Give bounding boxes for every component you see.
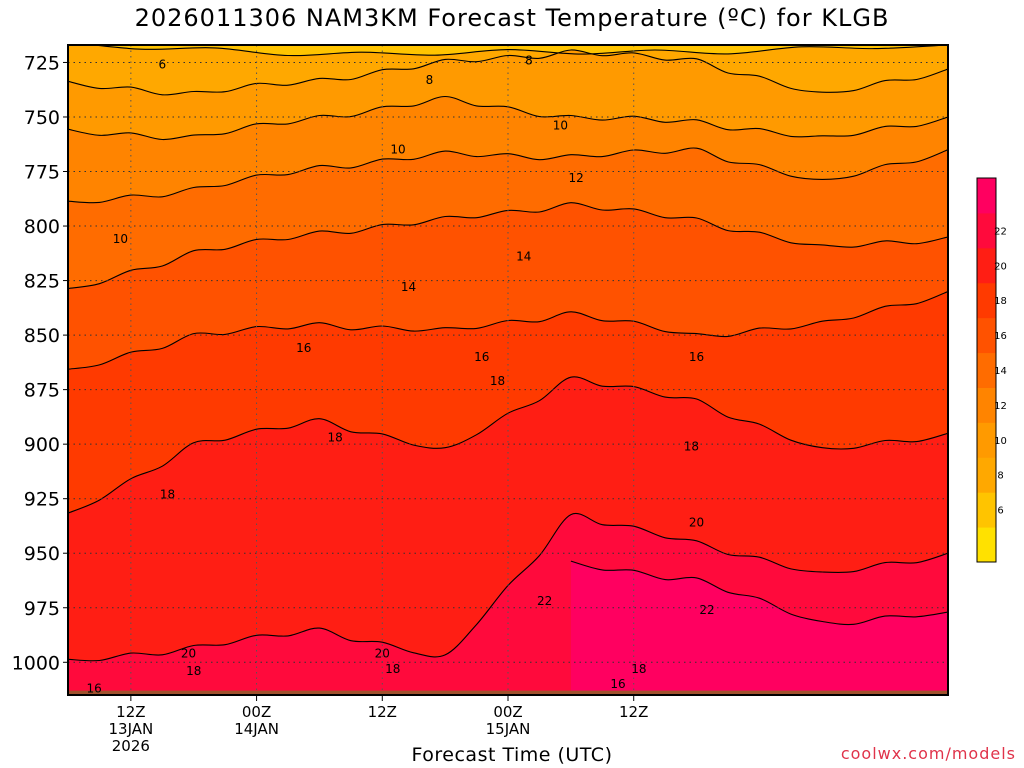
- y-tick-label: 725: [24, 52, 60, 74]
- contour-label: 18: [631, 662, 646, 676]
- y-tick-label: 825: [24, 271, 60, 293]
- colorbar-segment: [977, 282, 996, 319]
- colorbar-segment: [977, 247, 996, 284]
- colorbar-segment: [977, 352, 996, 388]
- contour-label: 20: [689, 516, 704, 530]
- y-tick-label: 775: [24, 162, 60, 184]
- y-tick-label: 950: [24, 543, 60, 565]
- colorbar-label: 6: [997, 506, 1003, 517]
- credit-link[interactable]: coolwx.com/models: [840, 744, 1016, 763]
- x-tick-label: 14JAN: [234, 720, 279, 738]
- contour-label: 18: [160, 487, 175, 501]
- colorbar-label: 20: [994, 261, 1007, 272]
- contour-label: 10: [553, 119, 568, 133]
- colorbar-frame: [976, 177, 997, 563]
- contour-label: 16: [610, 677, 625, 691]
- contour-label: 20: [181, 647, 196, 661]
- colorbar-segment: [977, 212, 996, 249]
- contour-line-18: [68, 376, 948, 514]
- x-tick-label: 12Z: [116, 703, 145, 721]
- band-fill-22: [570, 561, 948, 695]
- contour-line-8: [68, 49, 948, 96]
- contour-label: 16: [689, 350, 704, 364]
- contour-label: 18: [385, 662, 400, 676]
- colorbar-label: 22: [994, 226, 1007, 237]
- surface-terrain: [68, 690, 948, 695]
- y-tick-label: 900: [24, 434, 60, 456]
- contour-label: 6: [158, 58, 166, 72]
- contour-label: 10: [113, 232, 128, 246]
- x-tick-label: 13JAN: [108, 720, 153, 738]
- x-tick-label: 2026: [112, 737, 150, 755]
- contour-line-6: [89, 45, 948, 57]
- colorbar-label: 12: [994, 401, 1007, 412]
- x-tick-label: 00Z: [242, 703, 271, 721]
- contour-label: 16: [87, 681, 102, 695]
- colorbar-label: 14: [994, 366, 1007, 377]
- x-axis-label: Forecast Time (UTC): [411, 744, 613, 766]
- contour-label: 14: [401, 280, 416, 294]
- contour-label: 16: [296, 341, 311, 355]
- colorbar-segment: [977, 527, 996, 563]
- contour-label: 22: [537, 594, 552, 608]
- colorbar-segment: [977, 422, 996, 458]
- y-tick-label: 850: [24, 325, 60, 347]
- contour-label: 18: [328, 431, 343, 445]
- contour-label: 18: [684, 439, 699, 453]
- colorbar-segment: [977, 457, 996, 493]
- contour-label: 8: [525, 53, 533, 67]
- x-tick-label: 12Z: [368, 703, 397, 721]
- x-tick-label: 00Z: [493, 703, 522, 721]
- colorbar-segment: [977, 317, 996, 354]
- colorbar-label: 16: [994, 331, 1007, 342]
- contour-label: 12: [568, 171, 583, 185]
- y-tick-label: 975: [24, 598, 60, 620]
- y-tick-label: 800: [24, 216, 60, 238]
- contour-label: 18: [186, 664, 201, 678]
- contour-line-22: [570, 560, 948, 626]
- y-tick-label: 750: [24, 107, 60, 129]
- contour-label: 8: [426, 73, 434, 87]
- colorbar-label: 8: [997, 471, 1003, 482]
- colorbar-label: 18: [994, 296, 1007, 307]
- x-tick-label: 15JAN: [486, 720, 531, 738]
- contour-label: 20: [375, 647, 390, 661]
- contour-label: 18: [490, 374, 505, 388]
- x-tick-label: 12Z: [619, 703, 648, 721]
- y-tick-label: 925: [24, 489, 60, 511]
- colorbar-segment: [977, 492, 996, 528]
- contour-label: 14: [516, 250, 531, 264]
- contour-label: 16: [474, 350, 489, 364]
- colorbar-segment: [977, 387, 996, 423]
- chart-title: 2026011306 NAM3KM Forecast Temperature (…: [134, 4, 890, 32]
- y-tick-label: 875: [24, 380, 60, 402]
- y-tick-label: 1000: [12, 652, 60, 674]
- contour-line-12: [68, 147, 948, 204]
- colorbar-segment: [977, 178, 996, 214]
- contour-label: 10: [390, 143, 405, 157]
- contour-label: 22: [699, 603, 714, 617]
- colorbar-label: 10: [994, 436, 1007, 447]
